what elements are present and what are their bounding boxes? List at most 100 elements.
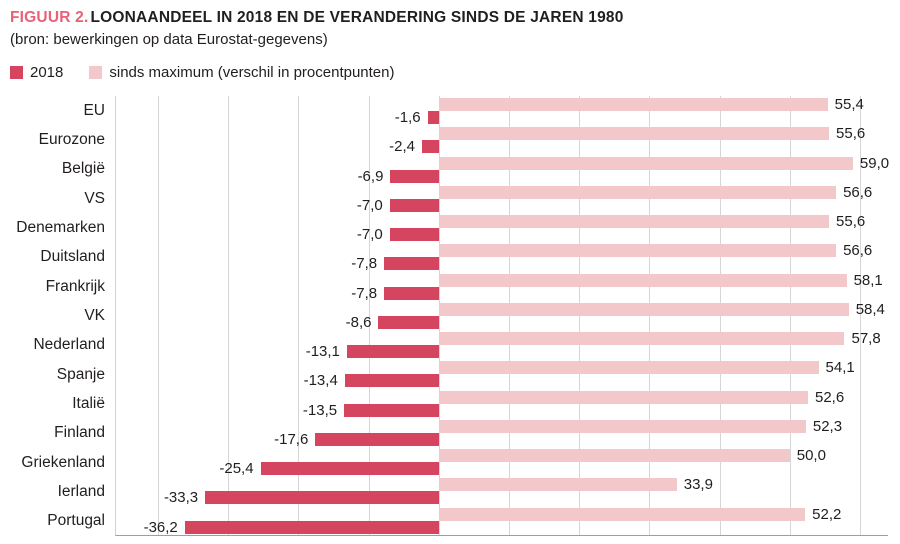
chart-row: 52,6 -13,5 — [116, 389, 888, 418]
bar-sinds-maximum — [438, 449, 790, 463]
category-label: Frankrijk — [45, 277, 105, 295]
value-label-positive: 52,6 — [814, 388, 845, 406]
legend-item: sinds maximum (verschil in procentpunten… — [89, 63, 395, 81]
bar-2018 — [389, 198, 439, 212]
category-label: Portugal — [47, 512, 105, 530]
value-label-negative: -7,8 — [351, 284, 378, 302]
chart-row: 57,8 -13,1 — [116, 330, 888, 359]
bar-chart: EU Eurozone België VS Denemarken Duitsland Fra… — [10, 96, 890, 536]
value-label-positive: 56,6 — [843, 242, 873, 260]
bar-sinds-maximum — [438, 215, 830, 229]
category-label: Eurozone — [38, 130, 105, 148]
figure-title-text: LOONAANDEEL IN 2018 EN DE VERANDERING SI… — [90, 9, 624, 26]
chart-row: 33,9 -33,3 — [116, 476, 888, 505]
value-label-negative: -1,6 — [394, 109, 421, 126]
chart-row: 59,0 -6,9 — [116, 154, 890, 185]
bar-2018 — [315, 432, 439, 446]
bar-2018 — [184, 520, 439, 534]
category-label: Denemarken — [16, 218, 105, 236]
figure-number: FIGUUR 2. — [10, 9, 89, 26]
value-label-positive: 33,9 — [683, 476, 713, 494]
value-label-positive: 50,0 — [796, 447, 826, 465]
bar-2018 — [390, 169, 439, 183]
bar-sinds-maximum — [438, 332, 845, 346]
legend-item: 2018 — [10, 64, 63, 81]
value-label-negative: -33,3 — [163, 489, 199, 507]
bar-sinds-maximum — [438, 185, 837, 199]
value-label-positive: 55,6 — [836, 125, 866, 143]
value-label-positive: 58,4 — [855, 300, 885, 318]
chart-row: 50,0 -25,4 — [116, 447, 888, 476]
value-label-negative: -2,4 — [389, 138, 415, 156]
bar-2018 — [384, 286, 439, 300]
category-label: EU — [83, 101, 105, 119]
value-label-negative: -6,9 — [357, 167, 384, 185]
bar-2018 — [389, 228, 439, 242]
value-label-negative: -7,0 — [356, 196, 383, 214]
bar-sinds-maximum — [438, 419, 806, 433]
category-label: Griekenland — [21, 453, 105, 471]
chart-row: 55,4 -1,6 — [116, 96, 888, 125]
legend-swatch — [89, 65, 103, 79]
category-label: Italië — [72, 394, 105, 412]
value-label-negative: -7,0 — [356, 226, 383, 244]
bar-sinds-maximum — [438, 361, 819, 375]
bar-sinds-maximum — [438, 273, 847, 287]
category-axis: EU Eurozone België VS Denemarken Duitsland Fra… — [10, 96, 115, 536]
value-label-negative: -36,2 — [143, 518, 178, 536]
bar-2018 — [427, 111, 439, 124]
figure-source: (bron: bewerkingen op data Eurostat-gege… — [10, 31, 328, 48]
category-label: VS — [84, 189, 105, 207]
bar-sinds-maximum — [438, 156, 853, 170]
legend-label: sinds maximum (verschil in procentpunten… — [109, 63, 395, 81]
bar-2018 — [384, 257, 439, 271]
value-label-negative: -13,1 — [305, 343, 340, 361]
bar-2018 — [346, 345, 439, 359]
category-label: VK — [84, 306, 105, 324]
bar-sinds-maximum — [438, 478, 677, 492]
chart-row: 55,6 -7,0 — [116, 213, 888, 242]
category-label: België — [61, 160, 105, 178]
category-label: Finland — [54, 424, 105, 442]
chart-row: 52,2 -36,2 — [116, 506, 888, 535]
value-label-negative: -17,6 — [274, 430, 309, 448]
chart-row: 55,6 -2,4 — [116, 125, 888, 154]
value-label-positive: 55,6 — [836, 213, 866, 231]
chart-row: 56,6 -7,0 — [116, 184, 888, 213]
value-label-positive: 58,1 — [853, 271, 883, 289]
value-label-positive: 52,3 — [812, 417, 843, 435]
gridline — [298, 96, 300, 535]
bar-sinds-maximum — [438, 302, 849, 316]
bar-2018 — [260, 462, 439, 476]
bar-sinds-maximum — [438, 98, 828, 111]
category-label: Duitsland — [40, 248, 105, 266]
value-label-negative: -25,4 — [219, 460, 254, 478]
value-label-negative: -8,6 — [345, 313, 372, 331]
bar-2018 — [205, 491, 439, 505]
gridline — [158, 96, 160, 535]
bar-2018 — [378, 315, 439, 329]
gridline — [859, 96, 861, 535]
bar-sinds-maximum — [438, 507, 806, 521]
value-label-positive: 59,0 — [859, 154, 890, 172]
bar-2018 — [344, 374, 439, 388]
legend-label: 2018 — [30, 63, 64, 81]
value-label-negative: -7,8 — [351, 255, 378, 273]
value-label-positive: 52,2 — [812, 505, 842, 523]
value-label-negative: -13,5 — [302, 401, 338, 419]
chart-row: 56,6 -7,8 — [116, 242, 888, 271]
chart-row: 58,1 -7,8 — [116, 272, 888, 301]
bar-sinds-maximum — [438, 127, 830, 141]
legend: 2018 sinds maximum (verschil in procentpu… — [10, 63, 888, 81]
bar-sinds-maximum — [438, 390, 808, 404]
chart-row: 52,3 -17,6 — [116, 418, 888, 447]
bar-sinds-maximum — [438, 244, 837, 258]
gridline — [228, 96, 230, 535]
value-label-negative: -13,4 — [303, 372, 338, 390]
gridline — [368, 96, 370, 535]
value-label-positive: 57,8 — [851, 330, 881, 348]
value-label-positive: 55,4 — [834, 96, 864, 113]
category-label: Nederland — [33, 336, 105, 354]
legend-swatch — [10, 65, 23, 79]
